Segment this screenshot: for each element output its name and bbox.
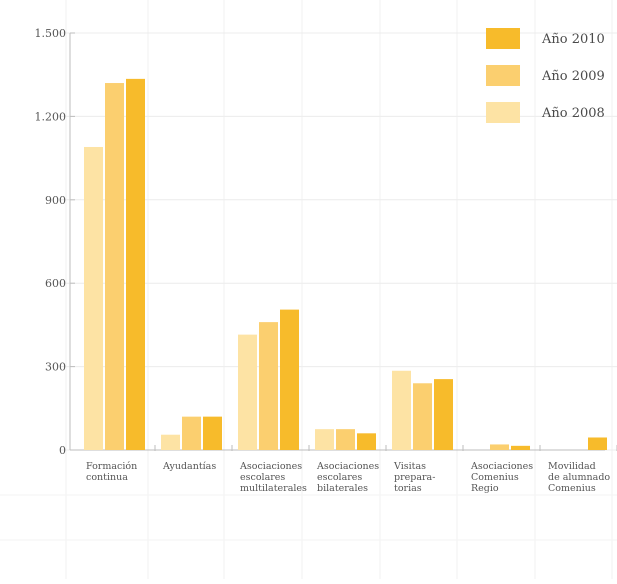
legend-label: Año 2010 (541, 32, 605, 47)
bar (490, 444, 509, 450)
x-tick-label: Asociaciones Comenius Regio (470, 461, 533, 494)
y-tick-label: 0 (59, 444, 66, 457)
bar (357, 433, 376, 450)
legend-swatch (486, 65, 520, 86)
bar (280, 309, 299, 450)
x-tick-label: Ayudantías (162, 461, 216, 472)
bar (434, 379, 453, 450)
y-tick-label: 600 (45, 277, 66, 290)
bar (413, 383, 432, 450)
x-tick-label: Asociaciones escolares bilaterales (316, 461, 379, 494)
bars (84, 78, 607, 451)
y-tick-label: 1.200 (35, 110, 67, 123)
bar (392, 370, 411, 450)
bar (126, 78, 145, 451)
x-tick-label: Asociaciones escolares multilaterales (239, 461, 307, 494)
bar (588, 437, 607, 450)
y-tick-label: 900 (45, 194, 66, 207)
y-tick-label: 1.500 (35, 27, 67, 40)
bar (336, 429, 355, 450)
bar (161, 434, 180, 450)
legend-label: Año 2008 (541, 106, 605, 121)
bar (182, 416, 201, 450)
legend-label: Año 2009 (541, 69, 605, 84)
bar (315, 429, 334, 450)
tick-labels: 0 300 600 900 1.200 1.500 Formación continua Ayu… (35, 27, 611, 494)
x-tick-label: Visitas prepara-torias (393, 461, 435, 494)
bar (105, 83, 124, 450)
bar (203, 416, 222, 450)
bar (511, 445, 530, 450)
legend-swatch (486, 28, 520, 49)
x-tick-label: Formación continua (86, 461, 137, 483)
bar (84, 146, 103, 451)
y-tick-label: 300 (45, 361, 66, 374)
legend-swatch (486, 102, 520, 123)
bar (238, 334, 257, 450)
legend: Año 2010 Año 2009 Año 2008 (486, 28, 605, 123)
x-tick-label: Movilidad de alumnado Comenius (548, 461, 610, 494)
bar (259, 322, 278, 450)
